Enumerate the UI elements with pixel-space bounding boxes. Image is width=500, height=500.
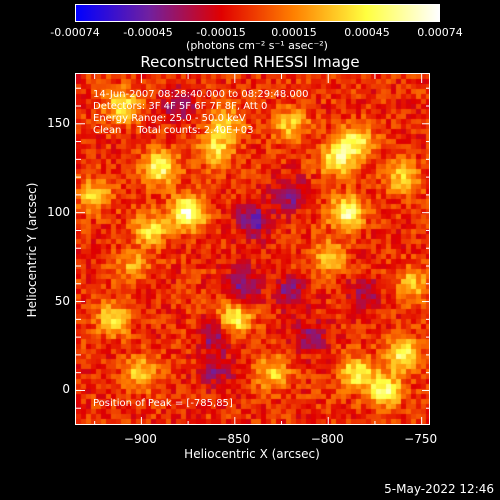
colorbar-units: (photons cm⁻² s⁻¹ asec⁻²)	[186, 39, 328, 52]
plot-area	[75, 73, 430, 425]
annotation-peak-position: Position of Peak = [-785,85]	[93, 398, 233, 409]
y-tick-label: 150	[47, 115, 70, 130]
timestamp: 5-May-2022 12:46	[384, 482, 494, 496]
colorbar-tick-label: -0.00074	[50, 26, 100, 39]
annotation-energy: Energy Range: 25.0 - 50.0 keV	[93, 113, 246, 124]
y-tick-label: 100	[47, 204, 70, 219]
heatmap-image	[76, 74, 429, 424]
x-tick-label: −800	[310, 432, 344, 446]
colorbar-tick-label: 0.00045	[344, 26, 390, 39]
y-axis-label: Heliocentric Y (arcsec)	[25, 182, 39, 318]
annotation-detectors: Detectors: 3F 4F 5F 6F 7F 8F, Att 0	[93, 101, 268, 112]
y-tick-label: 50	[54, 293, 70, 308]
axis-ticks	[76, 74, 429, 424]
colorbar-tick-label: -0.00045	[123, 26, 173, 39]
x-tick-label: −750	[404, 432, 438, 446]
annotation-clean: Clean Total counts: 2.40E+03	[93, 125, 254, 136]
chart-title: Reconstructed RHESSI Image	[140, 53, 360, 71]
y-tick-label: 0	[62, 382, 70, 397]
annotation-time-range: 14-Jun-2007 08:28:40.000 to 08:29:48.000	[93, 89, 309, 100]
colorbar-tick-label: 0.00074	[417, 26, 463, 39]
x-axis-label: Heliocentric X (arcsec)	[184, 447, 320, 461]
colorbar	[75, 4, 440, 22]
colorbar-tick-label: -0.00015	[196, 26, 246, 39]
colorbar-tick-label: 0.00015	[271, 26, 317, 39]
x-tick-label: −850	[217, 432, 251, 446]
x-tick-label: −900	[123, 432, 157, 446]
